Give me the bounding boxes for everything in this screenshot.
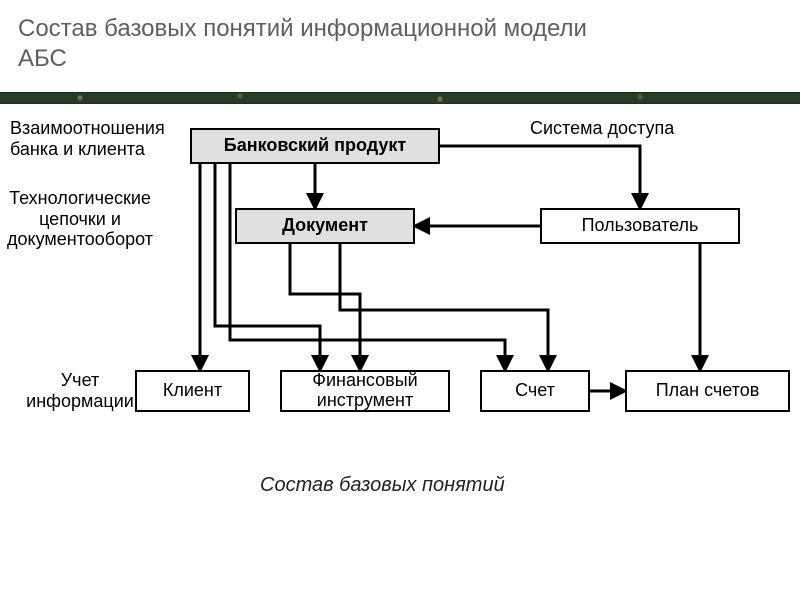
ann-tech: Технологические цепочки и документооборо… (0, 188, 160, 250)
node-prod: Банковский продукт (190, 128, 440, 164)
diagram-caption: Состав базовых понятий (260, 474, 505, 497)
ann-acc: Учет информации (10, 370, 150, 411)
node-plan: План счетов (625, 370, 790, 412)
ann-sys: Система доступа (530, 118, 710, 139)
edge-doc-fin (290, 244, 360, 370)
node-doc: Документ (235, 208, 415, 244)
ann-rel: Взаимоотношения банка и клиента (10, 118, 170, 159)
node-cli: Клиент (135, 370, 250, 412)
edges-layer (0, 102, 800, 600)
flowchart-container: Банковский продукт Документ Пользователь Кл… (0, 102, 800, 600)
page-title: Состав базовых понятий информационной мо… (18, 14, 638, 74)
edge-prod-fin (215, 164, 320, 370)
edge-prod-acct (230, 164, 505, 370)
node-user: Пользователь (540, 208, 740, 244)
node-fin: Финансовый инструмент (280, 370, 450, 412)
edge-doc-acct (340, 244, 548, 370)
edge-prod-user (440, 146, 640, 208)
node-acct: Счет (480, 370, 590, 412)
